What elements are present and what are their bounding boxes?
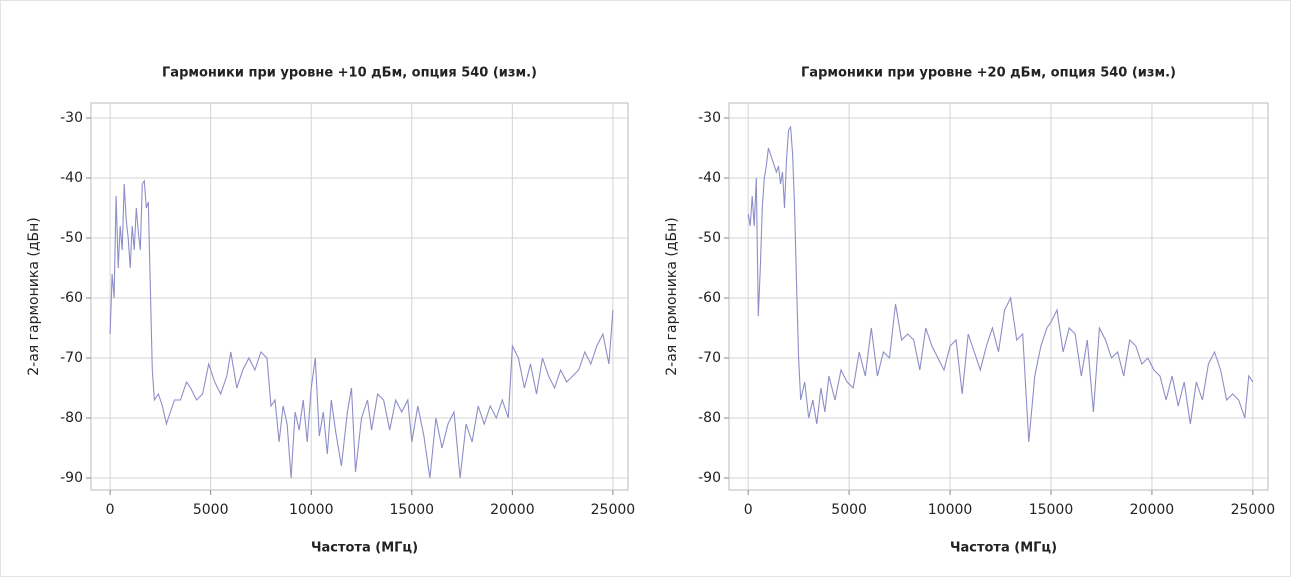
plot-area — [728, 102, 1269, 491]
data-line — [747, 125, 1254, 443]
x-tick-label: 20000 — [1130, 502, 1175, 518]
x-tick-label: 25000 — [1231, 502, 1276, 518]
y-tick-label: -40 — [60, 170, 83, 186]
x-tick-label: 5000 — [193, 502, 229, 518]
x-tick-label: 15000 — [390, 502, 435, 518]
y-tick-label: -60 — [60, 290, 83, 306]
y-tick-label: -50 — [60, 230, 83, 246]
x-tick-label: 15000 — [1029, 502, 1074, 518]
y-tick-label: -70 — [698, 350, 721, 366]
x-tick-label: 10000 — [928, 502, 973, 518]
x-tick-label: 0 — [744, 502, 753, 518]
x-tick-label: 20000 — [490, 502, 535, 518]
y-tick-label: -90 — [698, 470, 721, 486]
y-tick-label: -80 — [60, 410, 83, 426]
x-tick-label: 10000 — [289, 502, 334, 518]
x-axis-label: Частота (МГц) — [950, 541, 1057, 556]
y-tick-label: -50 — [698, 230, 721, 246]
y-tick-label: -30 — [60, 110, 83, 126]
y-tick-label: -70 — [60, 350, 83, 366]
y-axis-label: 2-ая гармоника (дБн) — [664, 217, 680, 375]
y-tick-label: -60 — [698, 290, 721, 306]
y-tick-label: -40 — [698, 170, 721, 186]
x-tick-label: 25000 — [591, 502, 636, 518]
chart-title: Гармоники при уровне +20 дБм, опция 540 … — [801, 66, 1176, 81]
plot-area — [90, 102, 629, 491]
y-tick-label: -30 — [698, 110, 721, 126]
x-tick-label: 5000 — [831, 502, 867, 518]
x-tick-label: 0 — [106, 502, 115, 518]
y-tick-label: -80 — [698, 410, 721, 426]
y-tick-label: -90 — [60, 470, 83, 486]
chart-title: Гармоники при уровне +10 дБм, опция 540 … — [162, 66, 537, 81]
data-line — [109, 179, 614, 479]
x-axis-label: Частота (МГц) — [311, 541, 418, 556]
y-axis-label: 2-ая гармоника (дБн) — [26, 217, 42, 375]
